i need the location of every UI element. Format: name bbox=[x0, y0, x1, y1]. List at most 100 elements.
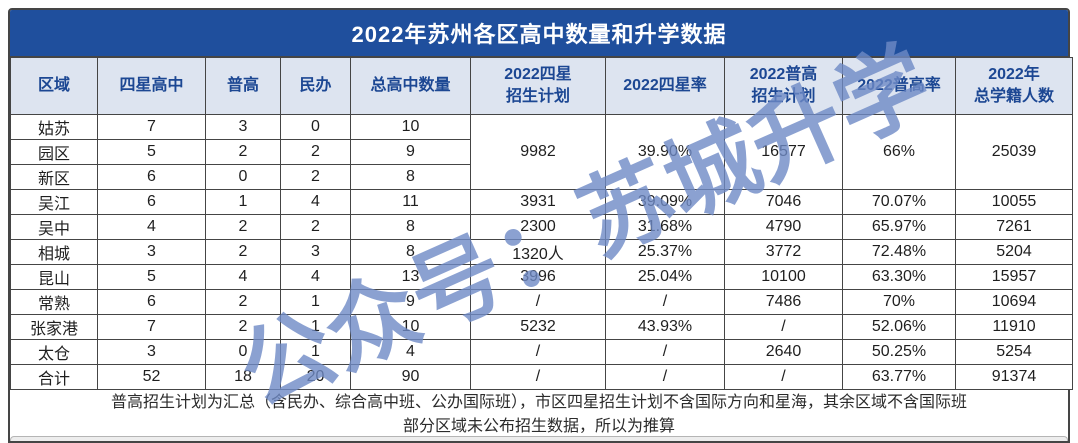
table-row: 昆山 5 4 4 13 3996 25.04% 10100 63.30% 15957 bbox=[10, 264, 1073, 290]
table-cell: 2 bbox=[280, 139, 351, 165]
table-cell: 43.93% bbox=[605, 314, 725, 340]
table-cell: 10055 bbox=[955, 189, 1073, 215]
table-body: 姑苏 7 3 0 10 9982 39.90% 16577 66% 25039 园区 5 2 2 9 新区 6 0… bbox=[10, 114, 1073, 390]
district-cell: 昆山 bbox=[10, 264, 98, 290]
table-cell: 18 bbox=[205, 364, 281, 390]
table-cell: 52.06% bbox=[842, 314, 956, 340]
table-cell: 1320人 bbox=[470, 239, 606, 265]
column-header: 2022四星率 bbox=[605, 57, 725, 115]
table-cell: 11910 bbox=[955, 314, 1073, 340]
table-cell: 7 bbox=[97, 114, 206, 140]
table-cell: 9 bbox=[350, 139, 471, 165]
table-cell: 5 bbox=[97, 264, 206, 290]
table-cell: 0 bbox=[205, 339, 281, 365]
table-cell: 5232 bbox=[470, 314, 606, 340]
table-cell: 5 bbox=[97, 139, 206, 165]
table-cell: 72.48% bbox=[842, 239, 956, 265]
table-row: 相城 3 2 3 8 1320人 25.37% 3772 72.48% 5204 bbox=[10, 239, 1073, 265]
district-cell: 吴江 bbox=[10, 189, 98, 215]
table-cell: 91374 bbox=[955, 364, 1073, 390]
table-cell: 3 bbox=[97, 339, 206, 365]
footnote-line2: 部分区域未公布招生数据，所以为推算 bbox=[402, 418, 675, 435]
table-cell: 3 bbox=[97, 239, 206, 265]
table-cell: 20 bbox=[280, 364, 351, 390]
table-row: 常熟 6 2 1 9//7486 70% 10694 bbox=[10, 289, 1073, 315]
table-title-bar: 2022年苏州各区高中数量和升学数据 bbox=[10, 10, 1068, 57]
header-row: 区域 四星高中 普高 民办 总高中数量 2022四星 招生计划 2022四星率 2022普高 招生… bbox=[10, 57, 1073, 115]
table-cell: / bbox=[724, 314, 843, 340]
total-label-cell: 合计 bbox=[10, 364, 98, 390]
table-cell: 2 bbox=[205, 289, 281, 315]
table-cell: 2 bbox=[205, 139, 281, 165]
column-header: 区域 bbox=[10, 57, 98, 115]
table-cell: / bbox=[605, 364, 725, 390]
table-row: 姑苏 7 3 0 10 9982 39.90% 16577 66% 25039 bbox=[10, 114, 1073, 190]
table-row: 合计 52 18 20 90///63.77% 91374 bbox=[10, 364, 1073, 390]
table-cell: 7261 bbox=[955, 214, 1073, 240]
table-cell: 70.07% bbox=[842, 189, 956, 215]
table-cell: 3 bbox=[280, 239, 351, 265]
table-cell: 8 bbox=[350, 214, 471, 240]
table-cell: 10694 bbox=[955, 289, 1073, 315]
partial-next-section bbox=[10, 436, 1068, 441]
table-row: 张家港 7 2 1 10 5232 43.93%/52.06% 11910 bbox=[10, 314, 1073, 340]
table-cell: / bbox=[605, 339, 725, 365]
table-cell: 7 bbox=[97, 314, 206, 340]
table-footnote: 普高招生计划为汇总（含民办、综合高中班、公办国际班），市区四星招生计划不含国际方… bbox=[10, 390, 1068, 441]
table-cell: 25.04% bbox=[605, 264, 725, 290]
table-cell: 2 bbox=[205, 214, 281, 240]
table-cell: 16577 bbox=[724, 114, 843, 190]
table-cell: / bbox=[470, 364, 606, 390]
district-cell: 园区 bbox=[10, 139, 98, 165]
column-header: 民办 bbox=[280, 57, 351, 115]
table-cell: 13 bbox=[350, 264, 471, 290]
table-cell: 4 bbox=[280, 189, 351, 215]
table-cell: 7486 bbox=[724, 289, 843, 315]
table-cell: 90 bbox=[350, 364, 471, 390]
table-cell: 0 bbox=[205, 164, 281, 190]
table-cell: 10100 bbox=[724, 264, 843, 290]
district-cell: 吴中 bbox=[10, 214, 98, 240]
table-row: 吴江 6 1 4 11 3931 39.09% 7046 70.07% 10055 bbox=[10, 189, 1073, 215]
table-cell: / bbox=[605, 289, 725, 315]
table-cell: 6 bbox=[97, 164, 206, 190]
stats-table: 区域 四星高中 普高 民办 总高中数量 2022四星 招生计划 2022四星率 2022普高 招生… bbox=[10, 57, 1073, 390]
table-cell: 6 bbox=[97, 189, 206, 215]
table-cell: 3996 bbox=[470, 264, 606, 290]
table-cell: / bbox=[724, 364, 843, 390]
column-header: 2022年 总学籍人数 bbox=[955, 57, 1073, 115]
column-header: 2022四星 招生计划 bbox=[470, 57, 606, 115]
table-cell: 1 bbox=[280, 314, 351, 340]
table-cell: 9 bbox=[350, 289, 471, 315]
column-header: 总高中数量 bbox=[350, 57, 471, 115]
table-cell: 1 bbox=[280, 289, 351, 315]
table-cell: 9982 bbox=[470, 114, 606, 190]
table-row: 太仓 3 0 1 4//2640 50.25% 5254 bbox=[10, 339, 1073, 365]
table-cell: 25039 bbox=[955, 114, 1073, 190]
table-cell: 11 bbox=[350, 189, 471, 215]
table-cell: / bbox=[470, 289, 606, 315]
district-cell: 常熟 bbox=[10, 289, 98, 315]
table-cell: 65.97% bbox=[842, 214, 956, 240]
table-cell: 5254 bbox=[955, 339, 1073, 365]
table-cell: 3931 bbox=[470, 189, 606, 215]
table-cell: 2640 bbox=[724, 339, 843, 365]
table-cell: 1 bbox=[280, 339, 351, 365]
table-cell: 2300 bbox=[470, 214, 606, 240]
table-cell: 1 bbox=[205, 189, 281, 215]
table-cell: 10 bbox=[350, 314, 471, 340]
table-cell: 50.25% bbox=[842, 339, 956, 365]
table-cell: 6 bbox=[97, 289, 206, 315]
data-table-card: 2022年苏州各区高中数量和升学数据 区域 四星高中 普高 民办 总高中数量 2022四星… bbox=[8, 8, 1073, 443]
table-cell: / bbox=[470, 339, 606, 365]
table-cell: 2 bbox=[205, 314, 281, 340]
table-cell: 39.90% bbox=[605, 114, 725, 190]
table-cell: 5204 bbox=[955, 239, 1073, 265]
district-cell: 姑苏 bbox=[10, 114, 98, 140]
footnote-line1: 普高招生计划为汇总（含民办、综合高中班、公办国际班），市区四星招生计划不含国际方… bbox=[110, 394, 967, 411]
district-cell: 太仓 bbox=[10, 339, 98, 365]
column-header: 2022普高率 bbox=[842, 57, 956, 115]
table-cell: 8 bbox=[350, 239, 471, 265]
table-cell: 2 bbox=[280, 164, 351, 190]
